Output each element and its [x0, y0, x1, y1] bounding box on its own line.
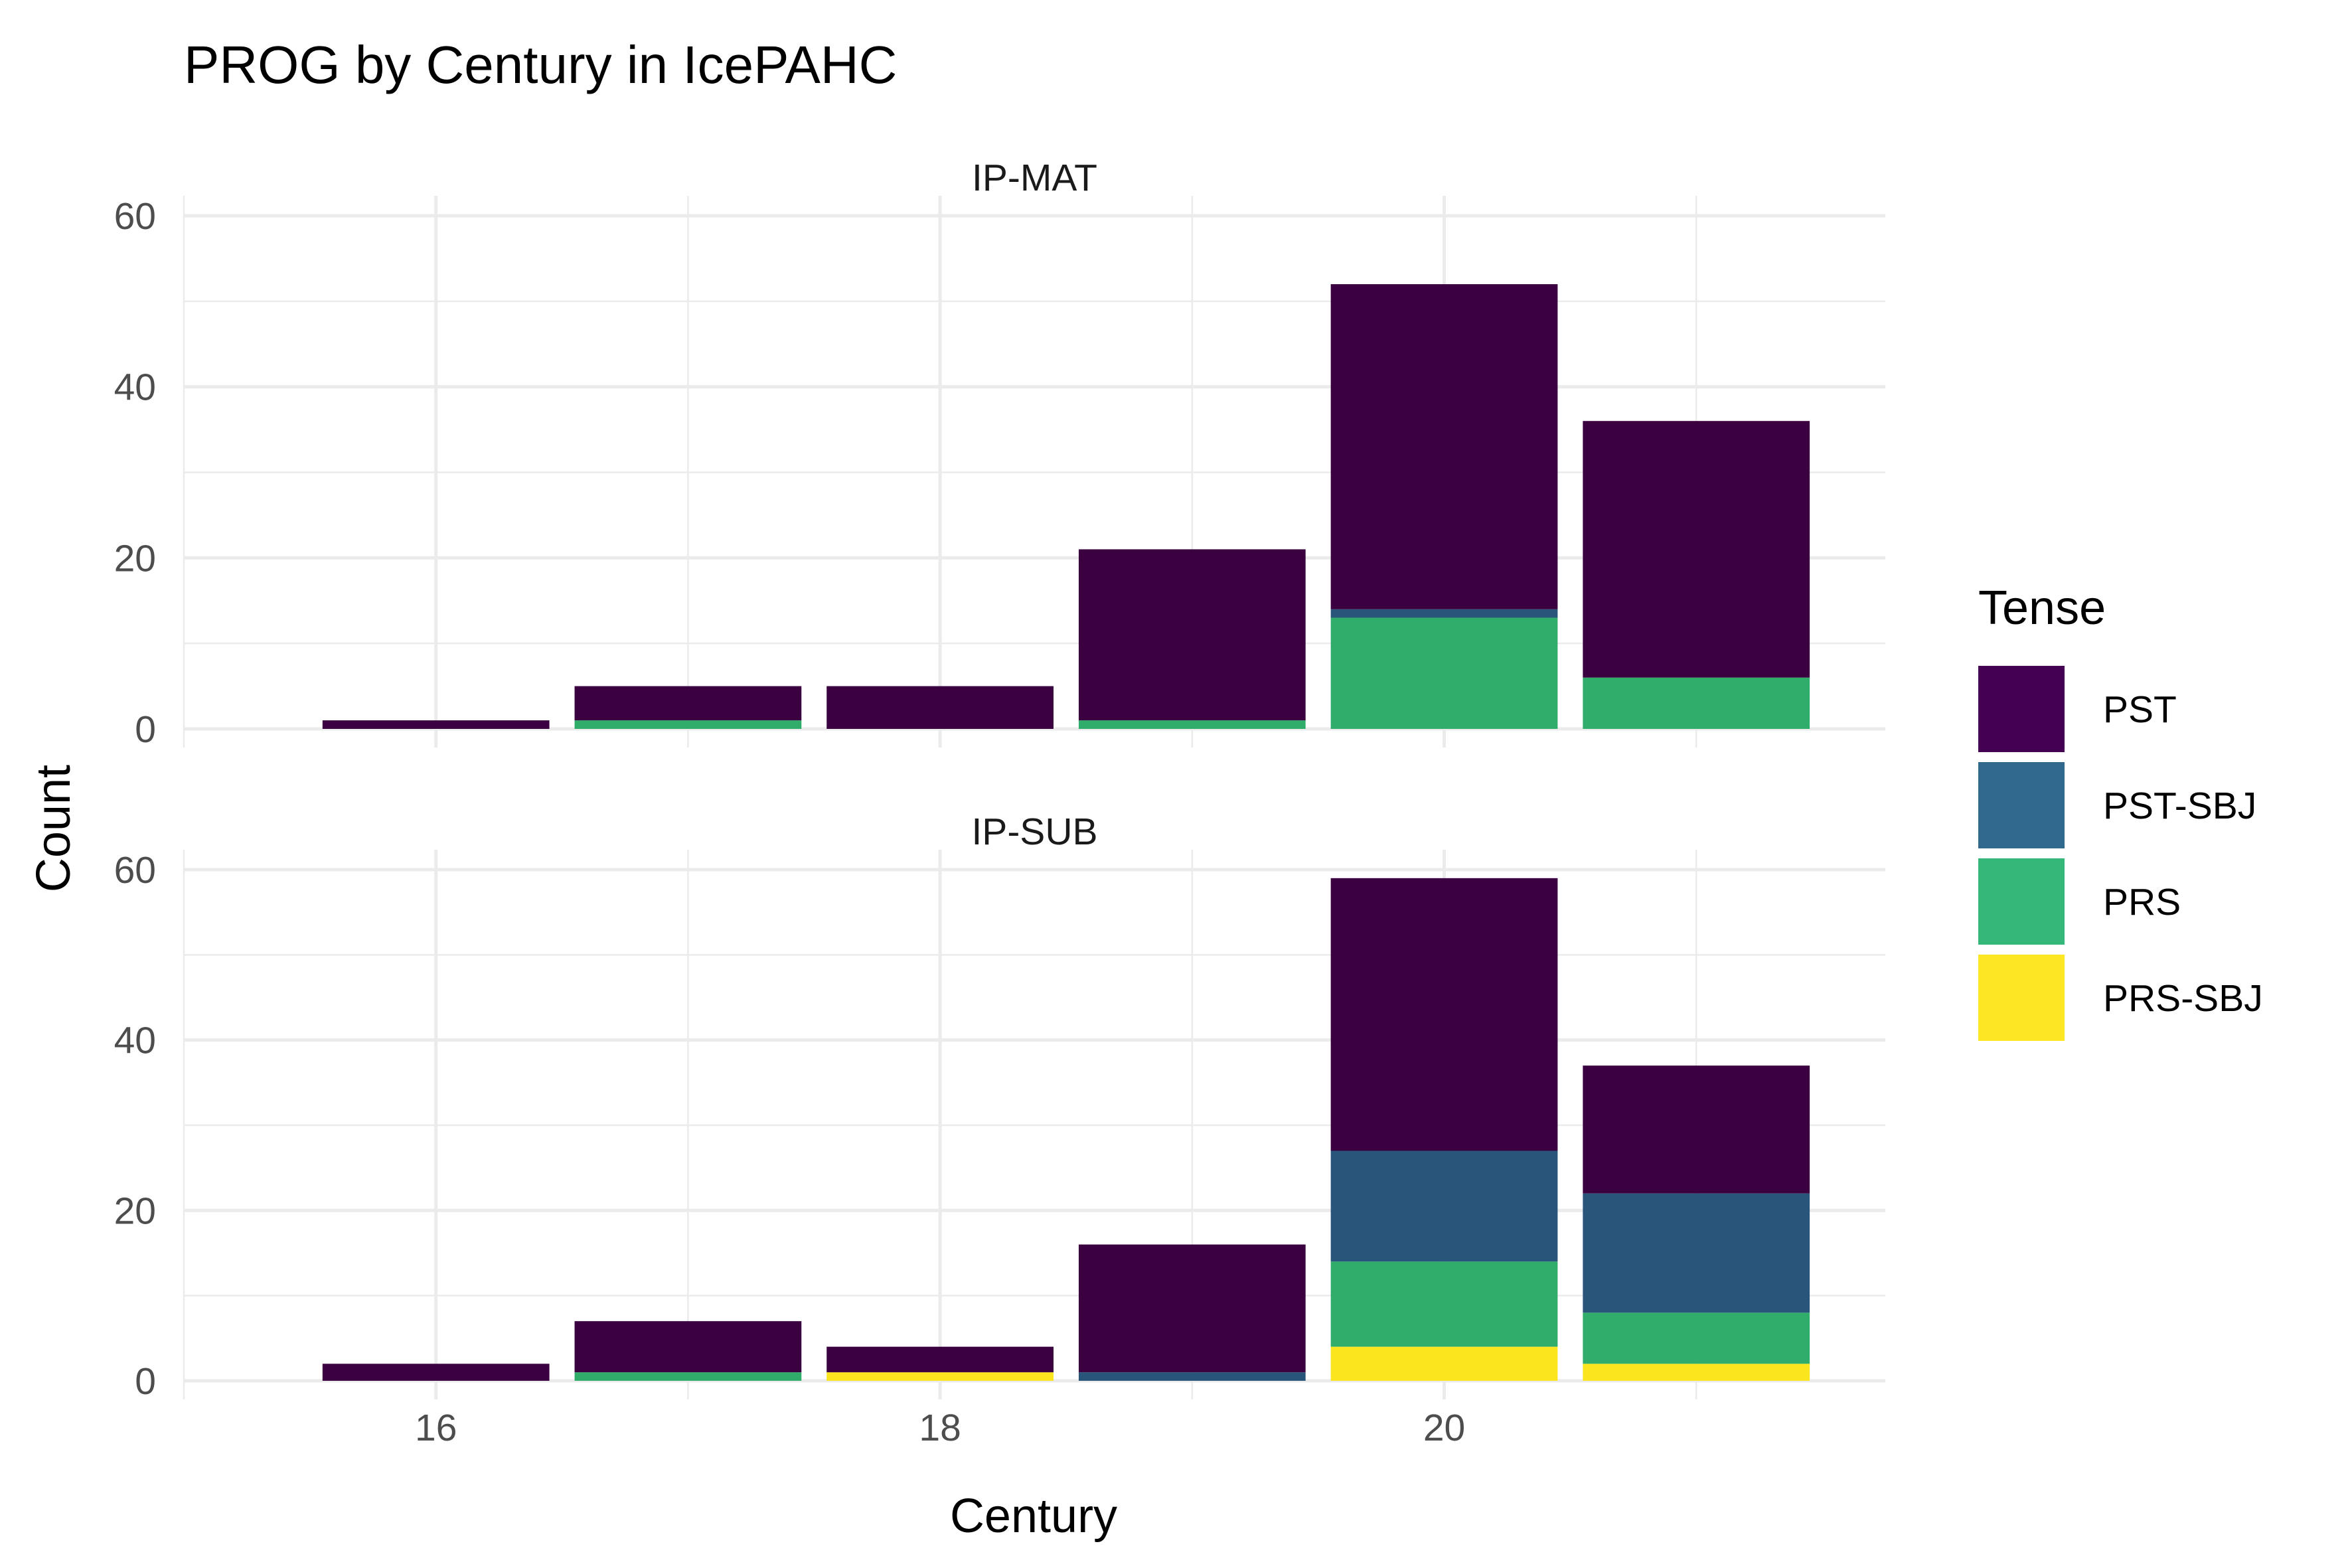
y-tick-label: 0 [135, 1360, 156, 1403]
bar-pst-16 [322, 1364, 550, 1381]
bar-pst-20 [1330, 284, 1558, 609]
legend-swatch [1978, 762, 2065, 848]
bar-prs-20 [1330, 1261, 1558, 1347]
bar-prs-sbj-18 [826, 1372, 1054, 1381]
y-tick-label: 60 [114, 849, 156, 892]
bar-prs-17 [574, 720, 802, 729]
bars [322, 284, 1810, 729]
bar-pst-19 [1078, 549, 1306, 721]
bar-prs-21 [1583, 1312, 1810, 1364]
bars [322, 878, 1810, 1381]
bar-pst-sbj-21 [1583, 1193, 1810, 1313]
y-tick-label: 60 [114, 195, 156, 238]
legend: Tense PST PST-SBJ PRS PRS-SBJ [1978, 582, 2263, 1041]
legend-title: Tense [1978, 582, 2106, 635]
panel-ip-sub: IP-SUB 0 20 40 60 [114, 811, 1885, 1403]
chart-title: PROG by Century in IcePAHC [184, 35, 897, 94]
panel-ip-mat: IP-MAT 0 20 40 60 [114, 157, 1885, 751]
bar-prs-19 [1078, 720, 1306, 729]
legend-item-pst: PST [1978, 666, 2177, 752]
bar-pst-sbj-20 [1330, 1150, 1558, 1262]
x-tick-label: 18 [919, 1407, 961, 1449]
y-tick-label: 20 [114, 537, 156, 580]
x-axis: 16 18 20 [415, 1407, 1465, 1449]
bar-prs-20 [1330, 617, 1558, 729]
legend-item-prs-sbj: PRS-SBJ [1978, 955, 2263, 1041]
x-tick-label: 16 [415, 1407, 457, 1449]
bar-pst-18 [826, 686, 1054, 729]
legend-label: PST-SBJ [2103, 785, 2256, 827]
legend-swatch [1978, 858, 2065, 945]
panels: IP-MAT 0 20 40 60 IP-SUB 0 20 40 60 [114, 157, 1885, 1403]
bar-pst-19 [1078, 1244, 1306, 1373]
bar-pst-20 [1330, 878, 1558, 1151]
bar-prs-sbj-20 [1330, 1346, 1558, 1381]
y-tick-label: 0 [135, 708, 156, 751]
bar-prs-sbj-21 [1583, 1364, 1810, 1381]
legend-swatch [1978, 955, 2065, 1041]
bar-prs-17 [574, 1372, 802, 1381]
y-tick-label: 40 [114, 1020, 156, 1062]
legend-label: PST [2103, 688, 2177, 731]
bar-pst-16 [322, 720, 550, 729]
bar-pst-18 [826, 1346, 1054, 1373]
legend-label: PRS-SBJ [2103, 977, 2263, 1020]
bar-pst-17 [574, 686, 802, 721]
bar-pst-17 [574, 1321, 802, 1373]
bar-pst-sbj-20 [1330, 609, 1558, 618]
legend-swatch [1978, 666, 2065, 752]
bar-prs-21 [1583, 677, 1810, 729]
y-tick-label: 20 [114, 1190, 156, 1232]
bar-pst-21 [1583, 1065, 1810, 1194]
bar-pst-sbj-19 [1078, 1372, 1306, 1381]
bar-pst-21 [1583, 421, 1810, 678]
panel-strip-label: IP-MAT [972, 157, 1097, 199]
y-axis-title: Count [27, 765, 80, 892]
legend-item-pst-sbj: PST-SBJ [1978, 762, 2256, 848]
y-tick-label: 40 [114, 366, 156, 409]
legend-item-prs: PRS [1978, 858, 2181, 945]
legend-label: PRS [2103, 881, 2181, 923]
x-axis-title: Century [950, 1490, 1117, 1543]
x-tick-label: 20 [1423, 1407, 1465, 1449]
panel-strip-label: IP-SUB [971, 811, 1097, 853]
